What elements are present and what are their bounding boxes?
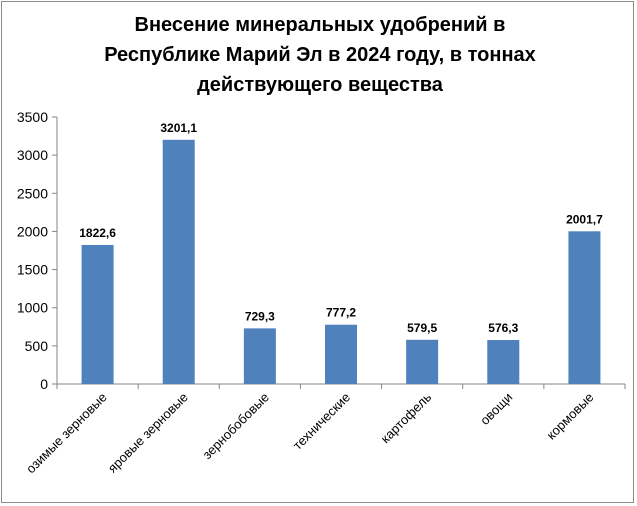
- x-tick-label: кормовые: [544, 390, 597, 443]
- y-tick-label: 1000: [17, 300, 48, 316]
- data-label: 579,5: [407, 321, 437, 335]
- bar: [325, 324, 357, 384]
- y-tick-label: 3500: [17, 109, 48, 125]
- chart-title-line-2: Республике Марий Эл в 2024 году, в тонна…: [104, 44, 536, 66]
- chart-title-line-1: Внесение минеральных удобрений в: [134, 14, 506, 36]
- x-tick-label: яровые зерновые: [105, 390, 191, 476]
- x-tick-label: картофель: [378, 389, 435, 446]
- y-tick-label: 1500: [17, 262, 48, 278]
- bar: [243, 328, 276, 384]
- y-tick-label: 500: [25, 338, 49, 354]
- data-label: 3201,1: [160, 121, 197, 135]
- bar: [568, 231, 601, 384]
- data-label: 576,3: [488, 321, 518, 335]
- y-tick-label: 2500: [17, 185, 48, 201]
- data-label: 777,2: [326, 306, 356, 320]
- bar: [81, 244, 114, 384]
- bar: [162, 139, 195, 384]
- bar: [487, 340, 520, 384]
- x-tick-label: зернобобовые: [199, 390, 271, 462]
- x-tick-label: овощи: [477, 390, 515, 428]
- chart-title-line-3: действующего вещества: [197, 74, 443, 96]
- x-tick-label: озимые зерновые: [23, 390, 110, 477]
- data-label: 1822,6: [79, 226, 116, 240]
- y-tick-label: 2000: [17, 223, 48, 239]
- data-label: 729,3: [245, 309, 275, 323]
- x-tick-label: технические: [290, 390, 353, 453]
- y-tick-label: 3000: [17, 147, 48, 163]
- y-tick-label: 0: [40, 376, 48, 392]
- chart-title: Внесение минеральных удобрений в Республ…: [60, 10, 580, 100]
- bar: [406, 339, 439, 384]
- data-label: 2001,7: [566, 212, 603, 226]
